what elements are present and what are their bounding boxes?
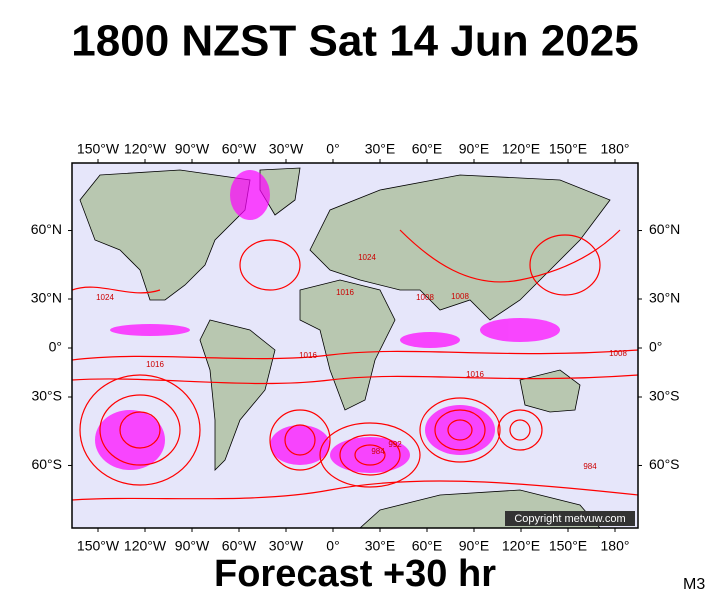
lon-label: 150°E: [549, 538, 587, 554]
lat-label: 30°S: [31, 388, 62, 404]
lon-label: 30°E: [365, 141, 396, 157]
lon-label: 0°: [326, 538, 339, 554]
map-area: Copyright metvuw.com: [72, 163, 638, 528]
isobar-label: 1016: [466, 370, 484, 379]
isobar-label: 1024: [358, 253, 376, 262]
lat-label: 30°N: [31, 290, 62, 306]
lon-label: 90°W: [175, 538, 210, 554]
lon-label: 180°: [601, 141, 630, 157]
lon-label: 90°E: [459, 141, 490, 157]
lon-label: 150°W: [77, 538, 120, 554]
lon-label: 60°E: [412, 538, 443, 554]
lon-label: 150°W: [77, 141, 120, 157]
isobar-label: 1008: [451, 292, 469, 301]
isobar-label: 1016: [336, 288, 354, 297]
lon-label: 120°W: [124, 141, 167, 157]
isobar-label: 992: [388, 440, 402, 449]
model-code: M3: [683, 576, 705, 593]
lon-label: 150°E: [549, 141, 587, 157]
isobar-label: 1008: [416, 293, 434, 302]
isobar-label: 1016: [146, 360, 164, 369]
lon-label: 30°W: [269, 141, 304, 157]
lat-label: 30°S: [649, 388, 680, 404]
lon-label: 120°E: [502, 141, 540, 157]
isobar-label: 1016: [299, 351, 317, 360]
lon-label: 120°W: [124, 538, 167, 554]
lat-label: 0°: [649, 339, 662, 355]
lon-label: 30°E: [365, 538, 396, 554]
isobar-label: 984: [583, 462, 597, 471]
lon-label: 60°W: [222, 538, 257, 554]
lon-label: 90°E: [459, 538, 490, 554]
lat-label: 60°N: [649, 221, 680, 237]
lon-label: 90°W: [175, 141, 210, 157]
lat-label: 0°: [49, 339, 62, 355]
lat-label: 60°N: [31, 221, 62, 237]
lat-label: 60°S: [31, 456, 62, 472]
title: 1800 NZST Sat 14 Jun 2025: [71, 17, 638, 66]
lon-label: 0°: [326, 141, 339, 157]
isobar-label: 1024: [96, 293, 114, 302]
lon-label: 60°W: [222, 141, 257, 157]
isobar-label: 984: [371, 447, 385, 456]
lat-label: 60°S: [649, 456, 680, 472]
lon-label: 30°W: [269, 538, 304, 554]
map-frame: [71, 162, 639, 529]
lon-label: 120°E: [502, 538, 540, 554]
copyright: Copyright metvuw.com: [514, 513, 625, 525]
footer: Forecast +30 hr: [214, 553, 496, 595]
lon-label: 180°: [601, 538, 630, 554]
lat-label: 30°N: [649, 290, 680, 306]
lon-label: 60°E: [412, 141, 443, 157]
isobar-label: 1008: [609, 349, 627, 358]
